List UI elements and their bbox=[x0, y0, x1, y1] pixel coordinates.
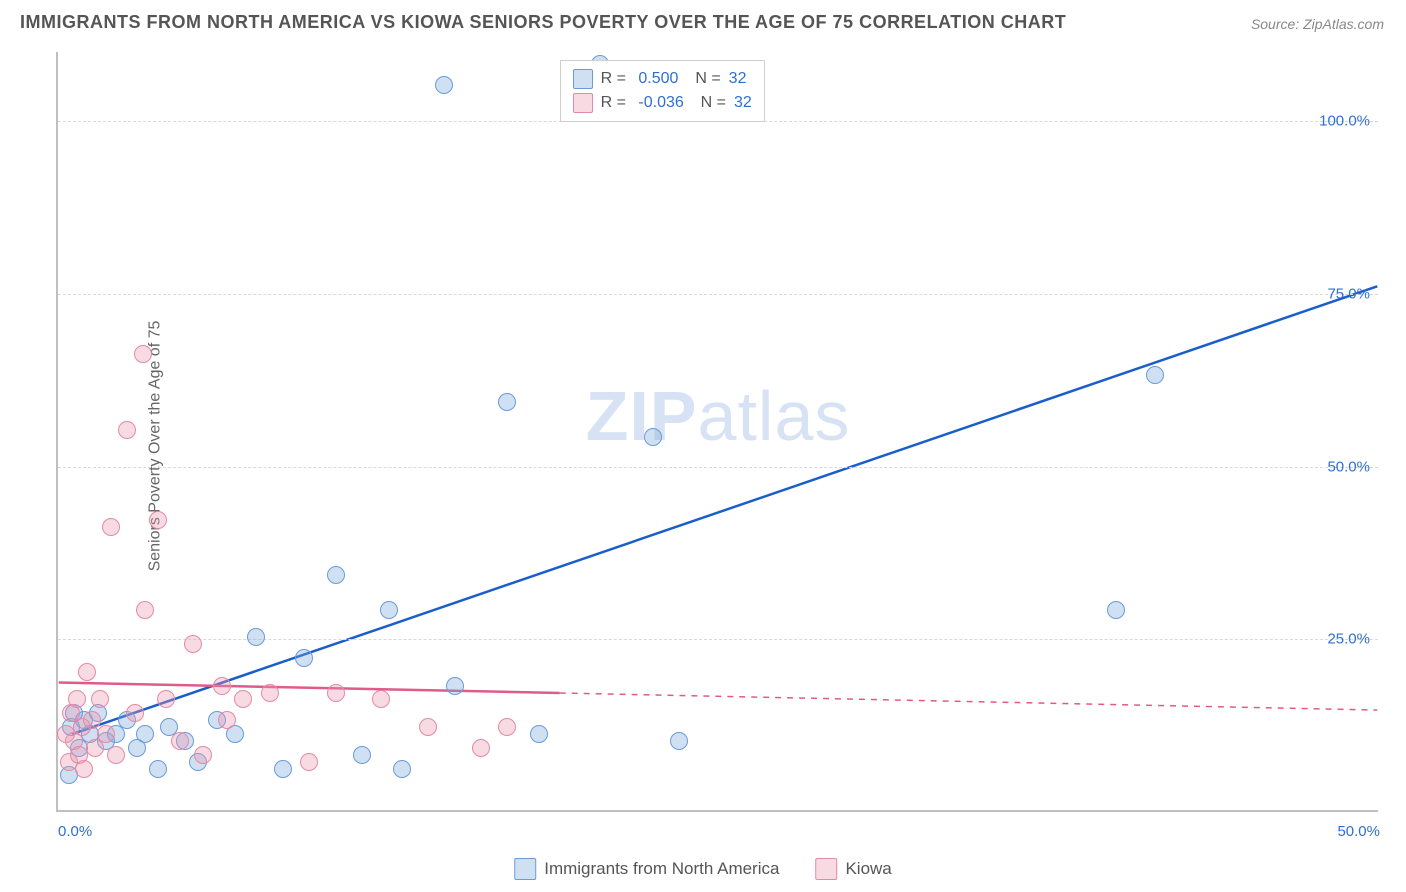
y-tick-label: 75.0% bbox=[1327, 285, 1370, 302]
scatter-point bbox=[419, 718, 437, 736]
watermark: ZIPatlas bbox=[586, 376, 851, 456]
scatter-point bbox=[102, 518, 120, 536]
legend-n-value: 32 bbox=[734, 91, 752, 115]
gridline bbox=[58, 294, 1378, 295]
trend-line-solid bbox=[72, 286, 1377, 734]
y-tick-label: 25.0% bbox=[1327, 631, 1370, 648]
scatter-point bbox=[213, 677, 231, 695]
legend-r-value: -0.036 bbox=[638, 91, 683, 115]
scatter-point bbox=[327, 566, 345, 584]
scatter-point bbox=[149, 511, 167, 529]
scatter-point bbox=[1107, 601, 1125, 619]
legend-swatch bbox=[514, 858, 536, 880]
scatter-point bbox=[149, 760, 167, 778]
legend-row: R = 0.500 N = 32 bbox=[573, 67, 752, 91]
scatter-point bbox=[78, 663, 96, 681]
x-tick-label: 50.0% bbox=[1337, 823, 1380, 840]
scatter-point bbox=[446, 677, 464, 695]
legend-swatch bbox=[573, 69, 593, 89]
legend-n-value: 32 bbox=[729, 67, 747, 91]
chart-title: IMMIGRANTS FROM NORTH AMERICA VS KIOWA S… bbox=[20, 12, 1066, 33]
scatter-point bbox=[234, 690, 252, 708]
scatter-point bbox=[498, 393, 516, 411]
scatter-point bbox=[372, 690, 390, 708]
scatter-point bbox=[91, 690, 109, 708]
watermark-bold: ZIP bbox=[586, 377, 698, 455]
gridline bbox=[58, 467, 1378, 468]
scatter-point bbox=[261, 684, 279, 702]
scatter-point bbox=[393, 760, 411, 778]
scatter-point bbox=[134, 345, 152, 363]
scatter-point bbox=[136, 725, 154, 743]
scatter-point bbox=[530, 725, 548, 743]
legend-r-label: R = bbox=[601, 67, 631, 91]
legend-correlation-box: R = 0.500 N =32R = -0.036 N =32 bbox=[560, 60, 765, 122]
legend-series-name: Immigrants from North America bbox=[544, 859, 779, 879]
legend-bottom-item: Kiowa bbox=[815, 858, 891, 880]
watermark-rest: atlas bbox=[698, 377, 851, 455]
legend-swatch bbox=[573, 93, 593, 113]
legend-series-name: Kiowa bbox=[845, 859, 891, 879]
scatter-point bbox=[327, 684, 345, 702]
scatter-point bbox=[247, 628, 265, 646]
legend-r-label: R = bbox=[601, 91, 631, 115]
trend-line-solid bbox=[59, 683, 560, 693]
trend-lines-layer bbox=[58, 52, 1378, 810]
legend-bottom-item: Immigrants from North America bbox=[514, 858, 779, 880]
scatter-point bbox=[670, 732, 688, 750]
scatter-point bbox=[126, 704, 144, 722]
y-tick-label: 50.0% bbox=[1327, 458, 1370, 475]
y-tick-label: 100.0% bbox=[1319, 113, 1370, 130]
scatter-point bbox=[157, 690, 175, 708]
plot-area: ZIPatlas 25.0%50.0%75.0%100.0%0.0%50.0%R… bbox=[56, 52, 1378, 812]
scatter-point bbox=[136, 601, 154, 619]
scatter-point bbox=[274, 760, 292, 778]
trend-line-dashed bbox=[560, 693, 1377, 710]
scatter-point bbox=[472, 739, 490, 757]
legend-row: R = -0.036 N = 32 bbox=[573, 91, 752, 115]
scatter-point bbox=[107, 746, 125, 764]
source-attribution: Source: ZipAtlas.com bbox=[1251, 16, 1384, 32]
x-tick-label: 0.0% bbox=[58, 823, 92, 840]
scatter-point bbox=[184, 635, 202, 653]
scatter-point bbox=[644, 428, 662, 446]
legend-n-label: N = bbox=[686, 67, 720, 91]
chart-container: IMMIGRANTS FROM NORTH AMERICA VS KIOWA S… bbox=[0, 0, 1406, 892]
legend-n-label: N = bbox=[692, 91, 726, 115]
scatter-point bbox=[68, 690, 86, 708]
scatter-point bbox=[171, 732, 189, 750]
scatter-point bbox=[435, 76, 453, 94]
scatter-point bbox=[218, 711, 236, 729]
scatter-point bbox=[1146, 366, 1164, 384]
legend-bottom: Immigrants from North America Kiowa bbox=[514, 858, 892, 880]
scatter-point bbox=[118, 421, 136, 439]
scatter-point bbox=[380, 601, 398, 619]
scatter-point bbox=[300, 753, 318, 771]
scatter-point bbox=[97, 725, 115, 743]
scatter-point bbox=[295, 649, 313, 667]
scatter-point bbox=[75, 760, 93, 778]
scatter-point bbox=[353, 746, 371, 764]
legend-r-value: 0.500 bbox=[638, 67, 678, 91]
legend-swatch bbox=[815, 858, 837, 880]
scatter-point bbox=[194, 746, 212, 764]
scatter-point bbox=[498, 718, 516, 736]
